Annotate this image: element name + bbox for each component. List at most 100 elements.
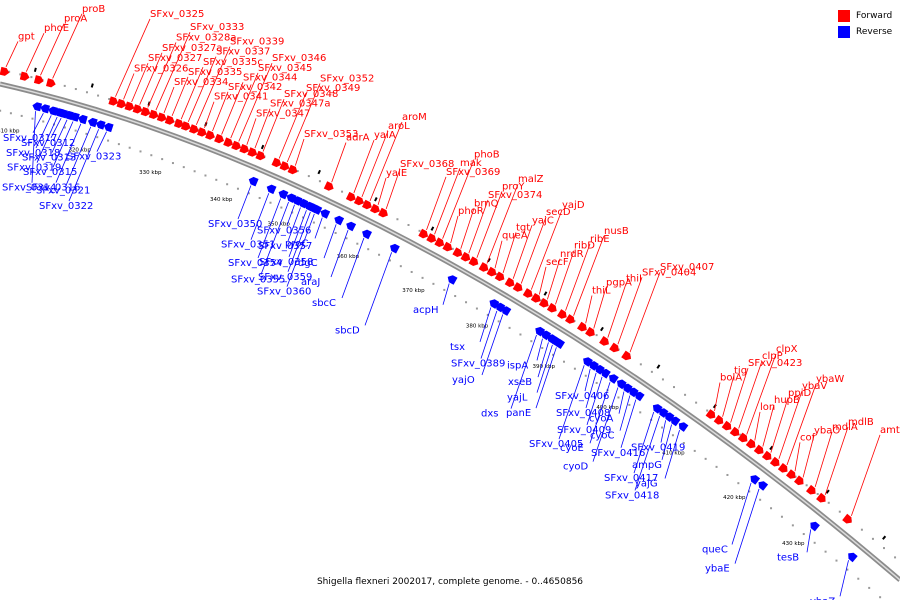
gene-label-ybav: ybaV (802, 381, 827, 392)
gene-label-phoe: phoE (44, 23, 69, 34)
tick-dot (573, 367, 576, 370)
gene-arrow-brnq (452, 247, 463, 257)
label-leader (584, 368, 591, 392)
gene-label-secf: secF (546, 257, 569, 268)
ruler-label: 390 kbp (533, 364, 556, 370)
gene-label-tesb: tesB (777, 552, 799, 563)
gene-label-sfxv-0347a: SFxv_0347a (270, 99, 331, 110)
label-leader (195, 46, 231, 125)
label-leader (250, 193, 270, 240)
gene-label-bola: bolA (720, 373, 742, 384)
label-leader (65, 126, 92, 186)
gene-arrow-sfxv-0327a (132, 104, 143, 114)
gene-arrow-sfxv-0352 (279, 161, 290, 171)
label-leader (55, 123, 82, 183)
major-tick (769, 445, 774, 451)
tick-dot (302, 216, 305, 219)
gene-label-yaia: yaiA (374, 130, 396, 141)
gene-arrow-thil (577, 321, 587, 332)
gene-arrow-sfxv-0350 (248, 176, 259, 187)
major-tick (260, 144, 265, 150)
tick-dot (541, 346, 544, 349)
label-leader (294, 138, 305, 166)
gene-arrow-cyoe (609, 374, 619, 384)
tick-dot (816, 492, 819, 495)
gene-label-sfxv-0350: SFxv_0350 (208, 219, 262, 230)
gene-arrow-sfxv-0334 (156, 112, 167, 122)
tick-dot (486, 313, 489, 316)
tick-dot (204, 174, 207, 177)
gene-label-sfxv-0321: SFxv_0321 (36, 186, 90, 197)
gene-label-yajd: yajD (562, 200, 585, 211)
gene-label-sfxv-0359: SFxv_0359 (258, 272, 312, 283)
tick-dot (42, 120, 45, 123)
gene-arrow-sfxv-0346 (231, 140, 242, 151)
gene-arrow-sfxv-0408 (595, 365, 605, 375)
tick-dot (63, 84, 66, 87)
label-leader (96, 131, 107, 152)
tick-dot (726, 473, 729, 476)
major-tick (600, 326, 604, 332)
label-leader (738, 360, 763, 429)
tick-dot (684, 393, 687, 396)
label-leader (278, 92, 307, 159)
gene-arrow-phoe (19, 71, 30, 81)
label-leader (770, 397, 789, 453)
legend-forward: Forward (838, 10, 892, 22)
gene-arrow-sfxv-0351 (266, 184, 277, 195)
gene-arrow-sfxv-0416 (635, 391, 645, 402)
gene-arrow-sfxv-0406 (589, 361, 599, 371)
gene-label-sfxv-0328a: SFxv_0328a (176, 32, 237, 43)
reverse-swatch (838, 26, 850, 38)
ruler-label: 410 kbp (662, 451, 685, 457)
tick-dot (894, 556, 897, 559)
label-leader (734, 488, 760, 564)
gene-label-tgt: tgt (516, 222, 530, 233)
gene-label-sfxv-0406: SFxv_0406 (555, 391, 609, 402)
gene-arrow-mdla (806, 484, 816, 495)
gene-label-cyoc: cyoC (590, 431, 615, 442)
genome-backbone (0, 81, 900, 582)
tick-dot (247, 192, 250, 195)
gene-arrow-bola (705, 409, 716, 419)
gene-label-ybao: ybaO (814, 426, 840, 437)
gene-label-sfxv-0316: SFxv_0316 (26, 183, 80, 194)
gene-arrow-sfxv-0360 (312, 205, 323, 215)
gene-label-gpt: gpt (18, 31, 35, 42)
gene-label-sfxv-0409: SFxv_0409 (557, 425, 611, 436)
label-leader (547, 258, 561, 300)
label-leader (520, 216, 547, 284)
forward-swatch (838, 10, 850, 22)
tick-dot (704, 457, 707, 460)
tick-dot (258, 196, 261, 199)
gene-label-ribe: ribE (590, 234, 610, 245)
gene-arrow-yajg (678, 422, 689, 432)
gene-label-sfxv-0341: SFxv_0341 (214, 92, 268, 103)
gene-arrow-sfxv-0353 (287, 164, 298, 175)
gene-arrow-malz (478, 262, 489, 272)
gene-label-sfxv-0389: SFxv_0389 (451, 358, 505, 369)
gene-label-sfxv-0319: SFxv_0319 (7, 163, 61, 174)
tick-dot (639, 363, 642, 366)
label-leader (806, 529, 812, 553)
legend-reverse-label: Reverse (856, 27, 893, 37)
tick-dot (378, 253, 381, 256)
gene-label-sfxv-0337: SFxv_0337 (216, 47, 270, 58)
gene-arrow-sfxv-0315 (70, 112, 80, 122)
label-leader (51, 119, 68, 153)
major-tick (430, 226, 435, 231)
label-leader (139, 52, 163, 105)
tick-dot (759, 498, 762, 501)
label-leader (287, 211, 311, 272)
gene-label-sfxv-0349: SFxv_0349 (306, 83, 360, 94)
tick-dot (465, 301, 468, 304)
gene-label-sfxv-0342: SFxv_0342 (228, 82, 282, 93)
tick-dot (97, 94, 100, 97)
gene-arrow-sfxv-0345 (223, 137, 233, 147)
gene-label-sfxv-0327a: SFxv_0327a (162, 43, 223, 54)
label-leader (361, 130, 389, 198)
tick-dot (280, 206, 283, 209)
gene-arrow-sfxv-0337 (180, 121, 191, 131)
ruler-label: 430 kbp (782, 541, 805, 547)
gene-label-yajc: yajC (532, 215, 554, 226)
